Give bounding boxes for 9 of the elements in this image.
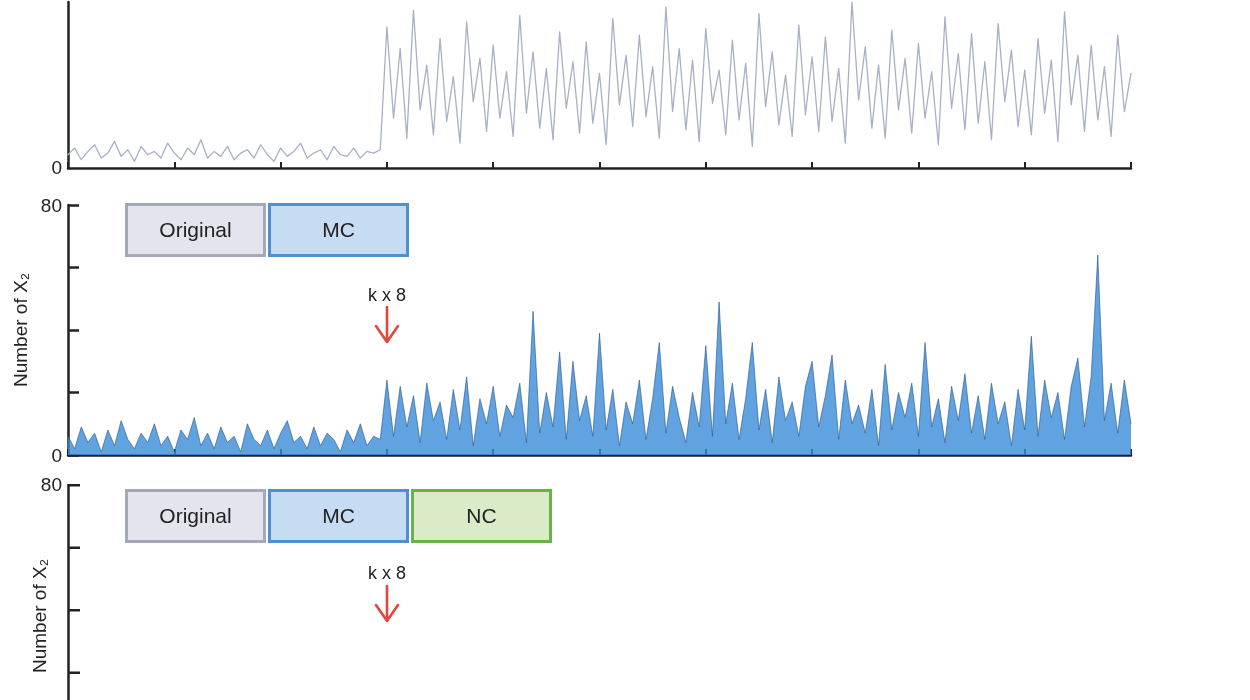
text: MC	[322, 503, 355, 529]
text: k x 8	[367, 562, 407, 584]
text: Original	[159, 503, 232, 529]
annotation: MC	[322, 217, 355, 243]
text: NC	[466, 503, 497, 529]
text: Number of X₂	[29, 558, 51, 674]
annotation: Original	[159, 217, 232, 243]
y-axis-title: Number of X₂	[9, 272, 31, 388]
annotation: k x 8	[367, 284, 407, 306]
